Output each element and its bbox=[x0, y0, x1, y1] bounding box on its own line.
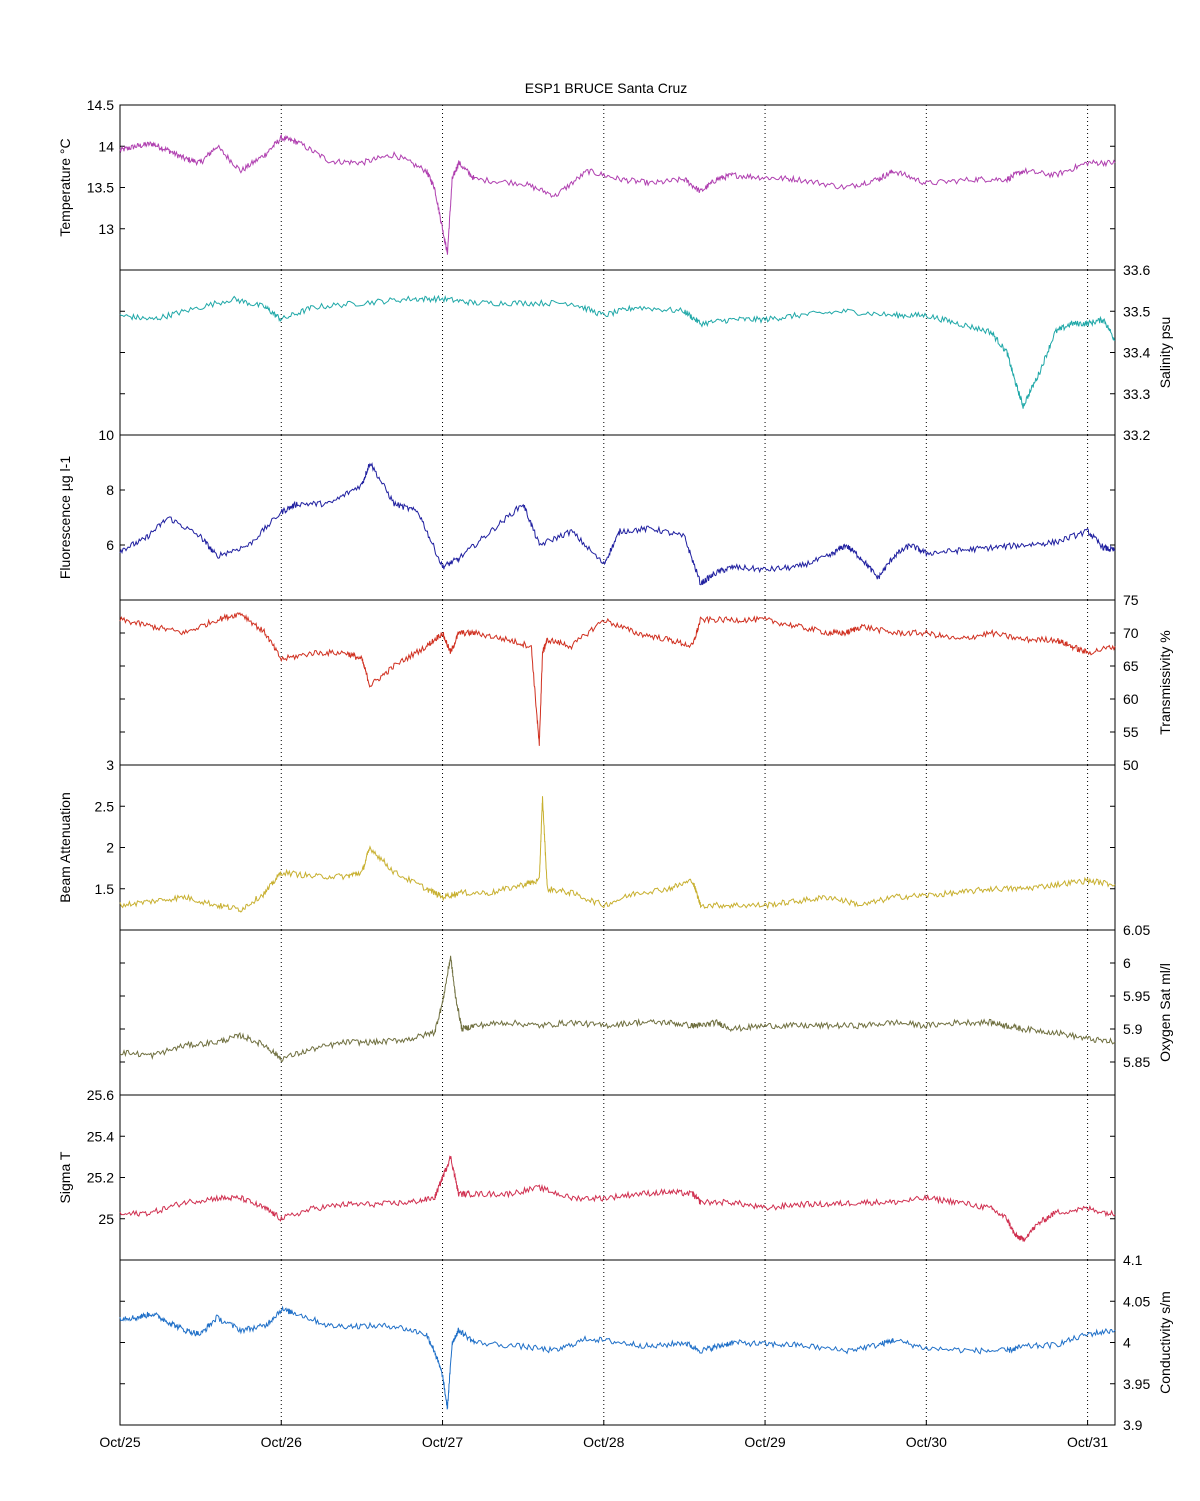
panel-frame bbox=[119, 1094, 1116, 1261]
y-tick-label: 4 bbox=[1123, 1335, 1131, 1351]
y-tick-label: 33.5 bbox=[1123, 303, 1150, 319]
y-axis-label: Sigma T bbox=[57, 1151, 73, 1203]
y-tick-label: 4.05 bbox=[1123, 1293, 1150, 1309]
panel-8: 3.9 3.95 4 4.05 4.1 Conductivity s/m bbox=[119, 1252, 1173, 1433]
y-tick-label: 2.5 bbox=[95, 798, 115, 814]
y-tick-label: 25.2 bbox=[87, 1170, 114, 1186]
panel-frame bbox=[119, 929, 1116, 1096]
y-tick-label: 33.4 bbox=[1123, 345, 1150, 361]
chart-title: ESP1 BRUCE Santa Cruz bbox=[525, 80, 688, 96]
panel-7: 25 25.2 25.4 25.6 Sigma T bbox=[57, 1087, 1116, 1261]
y-tick-label: 14.5 bbox=[87, 97, 114, 113]
x-tick-label: Oct/27 bbox=[422, 1434, 463, 1450]
y-tick-label: 33.3 bbox=[1123, 386, 1150, 402]
y-axis-label: Salinity psu bbox=[1157, 317, 1173, 389]
y-axis-label: Conductivity s/m bbox=[1157, 1291, 1173, 1394]
y-tick-label: 6 bbox=[1123, 955, 1131, 971]
y-tick-label: 3.9 bbox=[1123, 1417, 1143, 1433]
panel-frame bbox=[119, 434, 1116, 601]
series-line bbox=[119, 796, 1116, 913]
y-tick-label: 5.85 bbox=[1123, 1054, 1150, 1070]
series-line bbox=[119, 133, 1116, 255]
y-tick-label: 55 bbox=[1123, 724, 1139, 740]
y-tick-label: 2 bbox=[106, 840, 114, 856]
y-axis-label: Beam Attenuation bbox=[57, 792, 73, 903]
series-line bbox=[119, 294, 1116, 409]
y-tick-label: 5.9 bbox=[1123, 1021, 1143, 1037]
y-tick-label: 6.05 bbox=[1123, 922, 1150, 938]
y-tick-label: 70 bbox=[1123, 625, 1139, 641]
y-tick-label: 60 bbox=[1123, 691, 1139, 707]
y-tick-label: 25.4 bbox=[87, 1128, 114, 1144]
y-tick-label: 25.6 bbox=[87, 1087, 114, 1103]
panel-frame bbox=[119, 764, 1116, 931]
y-axis-label: Temperature °C bbox=[57, 138, 73, 236]
x-tick-label: Oct/31 bbox=[1067, 1434, 1108, 1450]
series-line bbox=[119, 612, 1116, 746]
x-tick-label: Oct/25 bbox=[99, 1434, 140, 1450]
y-tick-label: 75 bbox=[1123, 592, 1139, 608]
y-tick-label: 8 bbox=[106, 482, 114, 498]
x-tick-label: Oct/26 bbox=[261, 1434, 302, 1450]
x-tick-label: Oct/29 bbox=[744, 1434, 785, 1450]
y-tick-label: 5.95 bbox=[1123, 988, 1150, 1004]
y-axis-label: Transmissivity % bbox=[1157, 630, 1173, 735]
series-line bbox=[119, 955, 1116, 1063]
series-line bbox=[119, 462, 1116, 586]
series-line bbox=[119, 1155, 1116, 1243]
series-line bbox=[119, 1305, 1116, 1410]
panel-3: 6 8 10 Fluorescence µg l-1 bbox=[57, 427, 1116, 601]
y-tick-label: 50 bbox=[1123, 757, 1139, 773]
panel-4: 50 55 60 65 70 75 Transmissivity % bbox=[119, 592, 1173, 773]
y-tick-label: 3 bbox=[106, 757, 114, 773]
panel-5: 1.5 2 2.5 3 Beam Attenuation bbox=[57, 757, 1116, 931]
y-tick-label: 6 bbox=[106, 537, 114, 553]
y-tick-label: 3.95 bbox=[1123, 1376, 1150, 1392]
y-tick-label: 4.1 bbox=[1123, 1252, 1143, 1268]
x-tick-label: Oct/28 bbox=[583, 1434, 624, 1450]
panel-1: 13 13.5 14 14.5 Temperature °C bbox=[57, 97, 1116, 271]
y-axis-label: Oxygen Sat ml/l bbox=[1157, 963, 1173, 1062]
y-tick-label: 13 bbox=[98, 221, 114, 237]
x-tick-label: Oct/30 bbox=[906, 1434, 947, 1450]
y-axis-label: Fluorescence µg l-1 bbox=[57, 456, 73, 579]
y-tick-label: 33.6 bbox=[1123, 262, 1150, 278]
panel-6: 5.85 5.9 5.95 6 6.05 Oxygen Sat ml/l bbox=[119, 922, 1173, 1096]
panel-frame bbox=[119, 104, 1116, 271]
y-tick-label: 65 bbox=[1123, 658, 1139, 674]
x-axis: Oct/25 Oct/26 Oct/27 Oct/28 Oct/29 Oct/30 Oct/… bbox=[99, 1420, 1108, 1450]
y-tick-label: 1.5 bbox=[95, 881, 115, 897]
y-tick-label: 14 bbox=[98, 138, 114, 154]
panel-frame bbox=[119, 269, 1116, 436]
y-tick-label: 25 bbox=[98, 1211, 114, 1227]
y-tick-label: 10 bbox=[98, 427, 114, 443]
panel-2: 33.2 33.3 33.4 33.5 33.6 Salinity psu bbox=[119, 262, 1173, 443]
y-tick-label: 13.5 bbox=[87, 180, 114, 196]
y-tick-label: 33.2 bbox=[1123, 427, 1150, 443]
